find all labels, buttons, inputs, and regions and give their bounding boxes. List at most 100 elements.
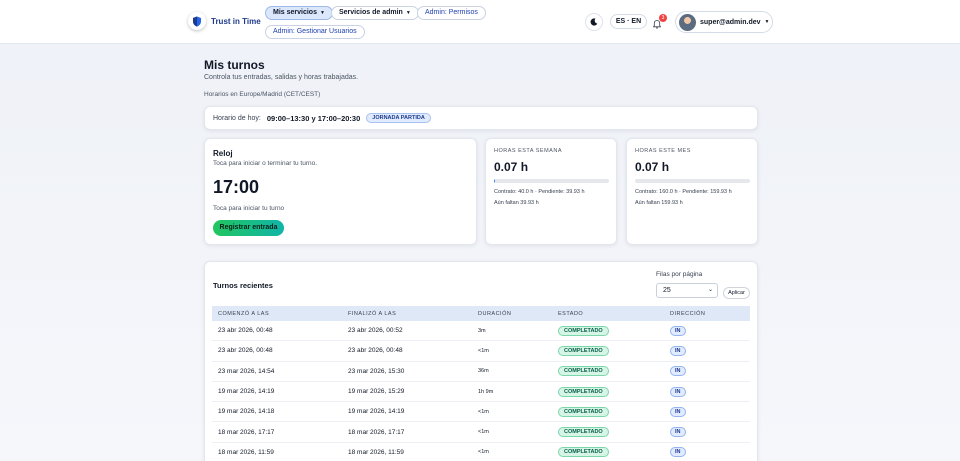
table-row[interactable]: 23 abr 2026, 00:48 23 abr 2026, 00:48 <1m C… — [212, 341, 750, 362]
timezone-note: Horarios en Europe/Madrid (CET/CEST) — [204, 91, 321, 98]
register-entry-button[interactable]: Registrar entrada — [213, 220, 284, 236]
chevron-down-icon: ▼ — [405, 10, 411, 16]
direction-badge: IN — [670, 427, 686, 438]
cell-end: 19 mar 2026, 15:29 — [348, 388, 405, 396]
table-row[interactable]: 23 mar 2026, 14:54 23 mar 2026, 15:30 36m C… — [212, 362, 750, 382]
table-row[interactable]: 19 mar 2026, 14:19 19 mar 2026, 15:29 1h 9… — [212, 382, 750, 403]
table-row[interactable]: 18 mar 2026, 17:17 18 mar 2026, 17:17 <1m C… — [212, 422, 750, 443]
stat-remaining: Aún faltan 39.93 h — [494, 200, 539, 206]
column-header[interactable]: DURACIÓN — [478, 310, 512, 317]
status-badge: COMPLETADO — [558, 345, 609, 356]
rows-per-page-label: Filas por página — [656, 271, 703, 278]
theme-toggle-button[interactable] — [585, 13, 603, 31]
nav-label: Servicios de admin — [339, 9, 403, 16]
status-badge: COMPLETADO — [558, 366, 609, 377]
cell-start: 23 mar 2026, 14:54 — [218, 367, 275, 375]
clock-card: Reloj Toca para iniciar o terminar tu tu… — [204, 138, 477, 245]
table-body: 23 abr 2026, 00:48 23 abr 2026, 00:52 3m CO… — [212, 321, 750, 461]
cell-status: COMPLETADO — [552, 443, 664, 461]
nav-servicios-admin[interactable]: Servicios de admin ▼ — [331, 6, 419, 20]
bell-icon[interactable] — [652, 16, 662, 34]
direction-badge: IN — [670, 345, 686, 356]
cell-duration: <1m — [478, 347, 489, 354]
cell-start: 19 mar 2026, 14:19 — [218, 388, 275, 396]
weekly-hours-card: HORAS ESTA SEMANA 0.07 h Contrato: 40.0 … — [485, 138, 617, 245]
nav-label: Mis servicios — [273, 9, 317, 16]
cell-start: 23 abr 2026, 00:48 — [218, 347, 273, 355]
cell-direction: IN — [664, 422, 744, 441]
status-badge: COMPLETADO — [558, 325, 609, 336]
avatar — [679, 13, 696, 31]
progress-bar — [494, 179, 609, 183]
cell-end: 18 mar 2026, 17:17 — [348, 428, 405, 436]
cell-start: 18 mar 2026, 11:59 — [218, 448, 274, 456]
schedule-label: Horario de hoy: — [213, 114, 261, 122]
cell-duration: 36m — [478, 368, 489, 375]
cell-start: 19 mar 2026, 14:18 — [218, 408, 275, 416]
clock-title: Reloj — [213, 149, 233, 158]
chevron-down-icon: ⌄ — [707, 287, 713, 293]
nav-admin-permisos[interactable]: Admin: Permisos — [417, 6, 486, 20]
stat-label: HORAS ESTA SEMANA — [494, 148, 562, 154]
notification-badge: 3 — [659, 14, 667, 22]
direction-badge: IN — [670, 366, 686, 377]
column-header[interactable]: FINALIZÓ A LAS — [348, 310, 397, 317]
apply-button[interactable]: Aplicar — [723, 287, 750, 299]
cell-end: 19 mar 2026, 14:19 — [348, 408, 405, 416]
cell-direction: IN — [664, 402, 744, 421]
shifts-table: COMENZÓ A LAS FINALIZÓ A LAS DURACIÓN ES… — [212, 306, 750, 461]
cell-end: 23 abr 2026, 00:48 — [348, 347, 403, 355]
rows-per-page-select[interactable]: 25 ⌄ — [656, 283, 718, 298]
progress-bar — [635, 179, 750, 183]
clock-subtitle: Toca para iniciar o terminar tu turno. — [213, 160, 318, 167]
schedule-value: 09:00–13:30 y 17:00–20:30 — [266, 113, 361, 123]
page-subtitle: Controla tus entradas, salidas y horas t… — [204, 74, 359, 81]
page-title: Mis turnos — [204, 58, 265, 72]
cell-start: 18 mar 2026, 17:17 — [218, 428, 275, 436]
stat-remaining: Aún faltan 159.93 h — [635, 200, 683, 206]
column-header[interactable]: ESTADO — [558, 310, 584, 317]
clock-time: 17:00 — [213, 177, 260, 197]
stat-label: HORAS ESTE MES — [635, 148, 691, 154]
cell-direction: IN — [664, 321, 744, 340]
direction-badge: IN — [670, 325, 686, 336]
cell-status: COMPLETADO — [552, 362, 664, 381]
cell-status: COMPLETADO — [552, 402, 664, 421]
cell-direction: IN — [664, 362, 744, 381]
cell-status: COMPLETADO — [552, 422, 664, 441]
stat-value: 0.07 h — [494, 160, 529, 174]
table-row[interactable]: 23 abr 2026, 00:48 23 abr 2026, 00:52 3m CO… — [212, 321, 750, 342]
cell-duration: <1m — [478, 449, 489, 456]
cell-status: COMPLETADO — [552, 382, 664, 401]
nav-mis-servicios[interactable]: Mis servicios ▼ — [265, 6, 333, 20]
column-header[interactable]: COMENZÓ A LAS — [218, 310, 270, 317]
column-header[interactable]: DIRECCIÓN — [670, 310, 706, 317]
cell-start: 23 abr 2026, 00:48 — [218, 327, 273, 335]
status-badge: COMPLETADO — [558, 406, 609, 417]
stat-contract: Contrato: 160.0 h · Pendiente: 159.93 h — [635, 189, 732, 195]
cell-duration: 3m — [478, 327, 486, 334]
status-badge: COMPLETADO — [558, 447, 609, 458]
nav-admin-gestionar-usuarios[interactable]: Admin: Gestionar Usuarios — [265, 25, 365, 39]
user-email: super@admin.dev — [700, 18, 761, 26]
direction-badge: IN — [670, 386, 686, 397]
chevron-down-icon: ▼ — [319, 10, 325, 16]
brand-logo[interactable]: Trust in Time — [188, 12, 261, 30]
recent-title: Turnos recientes — [213, 281, 273, 290]
moon-icon — [590, 18, 598, 26]
schedule-card: Horario de hoy: 09:00–13:30 y 17:00–20:3… — [204, 106, 758, 130]
table-row[interactable]: 18 mar 2026, 11:59 18 mar 2026, 11:59 <1m C… — [212, 443, 750, 461]
table-header: COMENZÓ A LAS FINALIZÓ A LAS DURACIÓN ES… — [212, 306, 750, 321]
shield-icon — [188, 12, 206, 30]
user-menu[interactable]: super@admin.dev ▼ — [675, 11, 773, 33]
table-row[interactable]: 19 mar 2026, 14:18 19 mar 2026, 14:19 <1m C… — [212, 402, 750, 423]
schedule-badge: JORNADA PARTIDA — [366, 113, 431, 123]
clock-hint: Toca para iniciar tu turno — [213, 205, 285, 212]
cell-end: 18 mar 2026, 11:59 — [348, 448, 404, 456]
cell-status: COMPLETADO — [552, 341, 664, 360]
cell-end: 23 abr 2026, 00:52 — [348, 327, 403, 335]
cell-duration: <1m — [478, 429, 489, 436]
cell-direction: IN — [664, 382, 744, 401]
direction-badge: IN — [670, 406, 686, 417]
language-switcher[interactable]: ES · EN — [610, 14, 647, 29]
